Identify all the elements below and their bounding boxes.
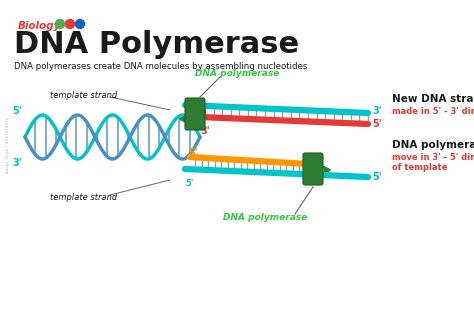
Text: 3': 3'	[372, 106, 382, 116]
Text: DNA polymerases: DNA polymerases	[392, 140, 474, 150]
Text: Biology: Biology	[18, 21, 61, 31]
Text: template strand: template strand	[50, 90, 117, 99]
Text: 5': 5'	[188, 148, 198, 158]
Text: 5': 5'	[12, 106, 22, 116]
Text: DNA polymerases create DNA molecules by assembling nucleotides: DNA polymerases create DNA molecules by …	[14, 62, 307, 71]
Text: DNA polymerase: DNA polymerase	[223, 212, 307, 221]
Text: 3': 3'	[12, 158, 22, 168]
Text: move in 3' - 5' direction: move in 3' - 5' direction	[392, 152, 474, 161]
Circle shape	[75, 19, 84, 28]
FancyBboxPatch shape	[185, 98, 205, 130]
Text: 5': 5'	[185, 179, 193, 188]
Text: Adobe Stock | #355018410: Adobe Stock | #355018410	[6, 117, 10, 173]
Text: template strand: template strand	[50, 193, 117, 201]
Text: New DNA strand: New DNA strand	[392, 94, 474, 104]
Text: made in 5' - 3' direction: made in 5' - 3' direction	[392, 107, 474, 116]
Circle shape	[65, 19, 74, 28]
Text: 5': 5'	[372, 119, 382, 129]
Text: of template: of template	[392, 163, 447, 173]
Text: 5': 5'	[372, 172, 382, 182]
Text: DNA polymerase: DNA polymerase	[195, 68, 279, 77]
Text: DNA Polymerase: DNA Polymerase	[14, 30, 299, 59]
Circle shape	[55, 19, 64, 28]
FancyBboxPatch shape	[303, 153, 323, 185]
Text: 3': 3'	[200, 126, 210, 136]
Text: 3': 3'	[304, 156, 314, 166]
